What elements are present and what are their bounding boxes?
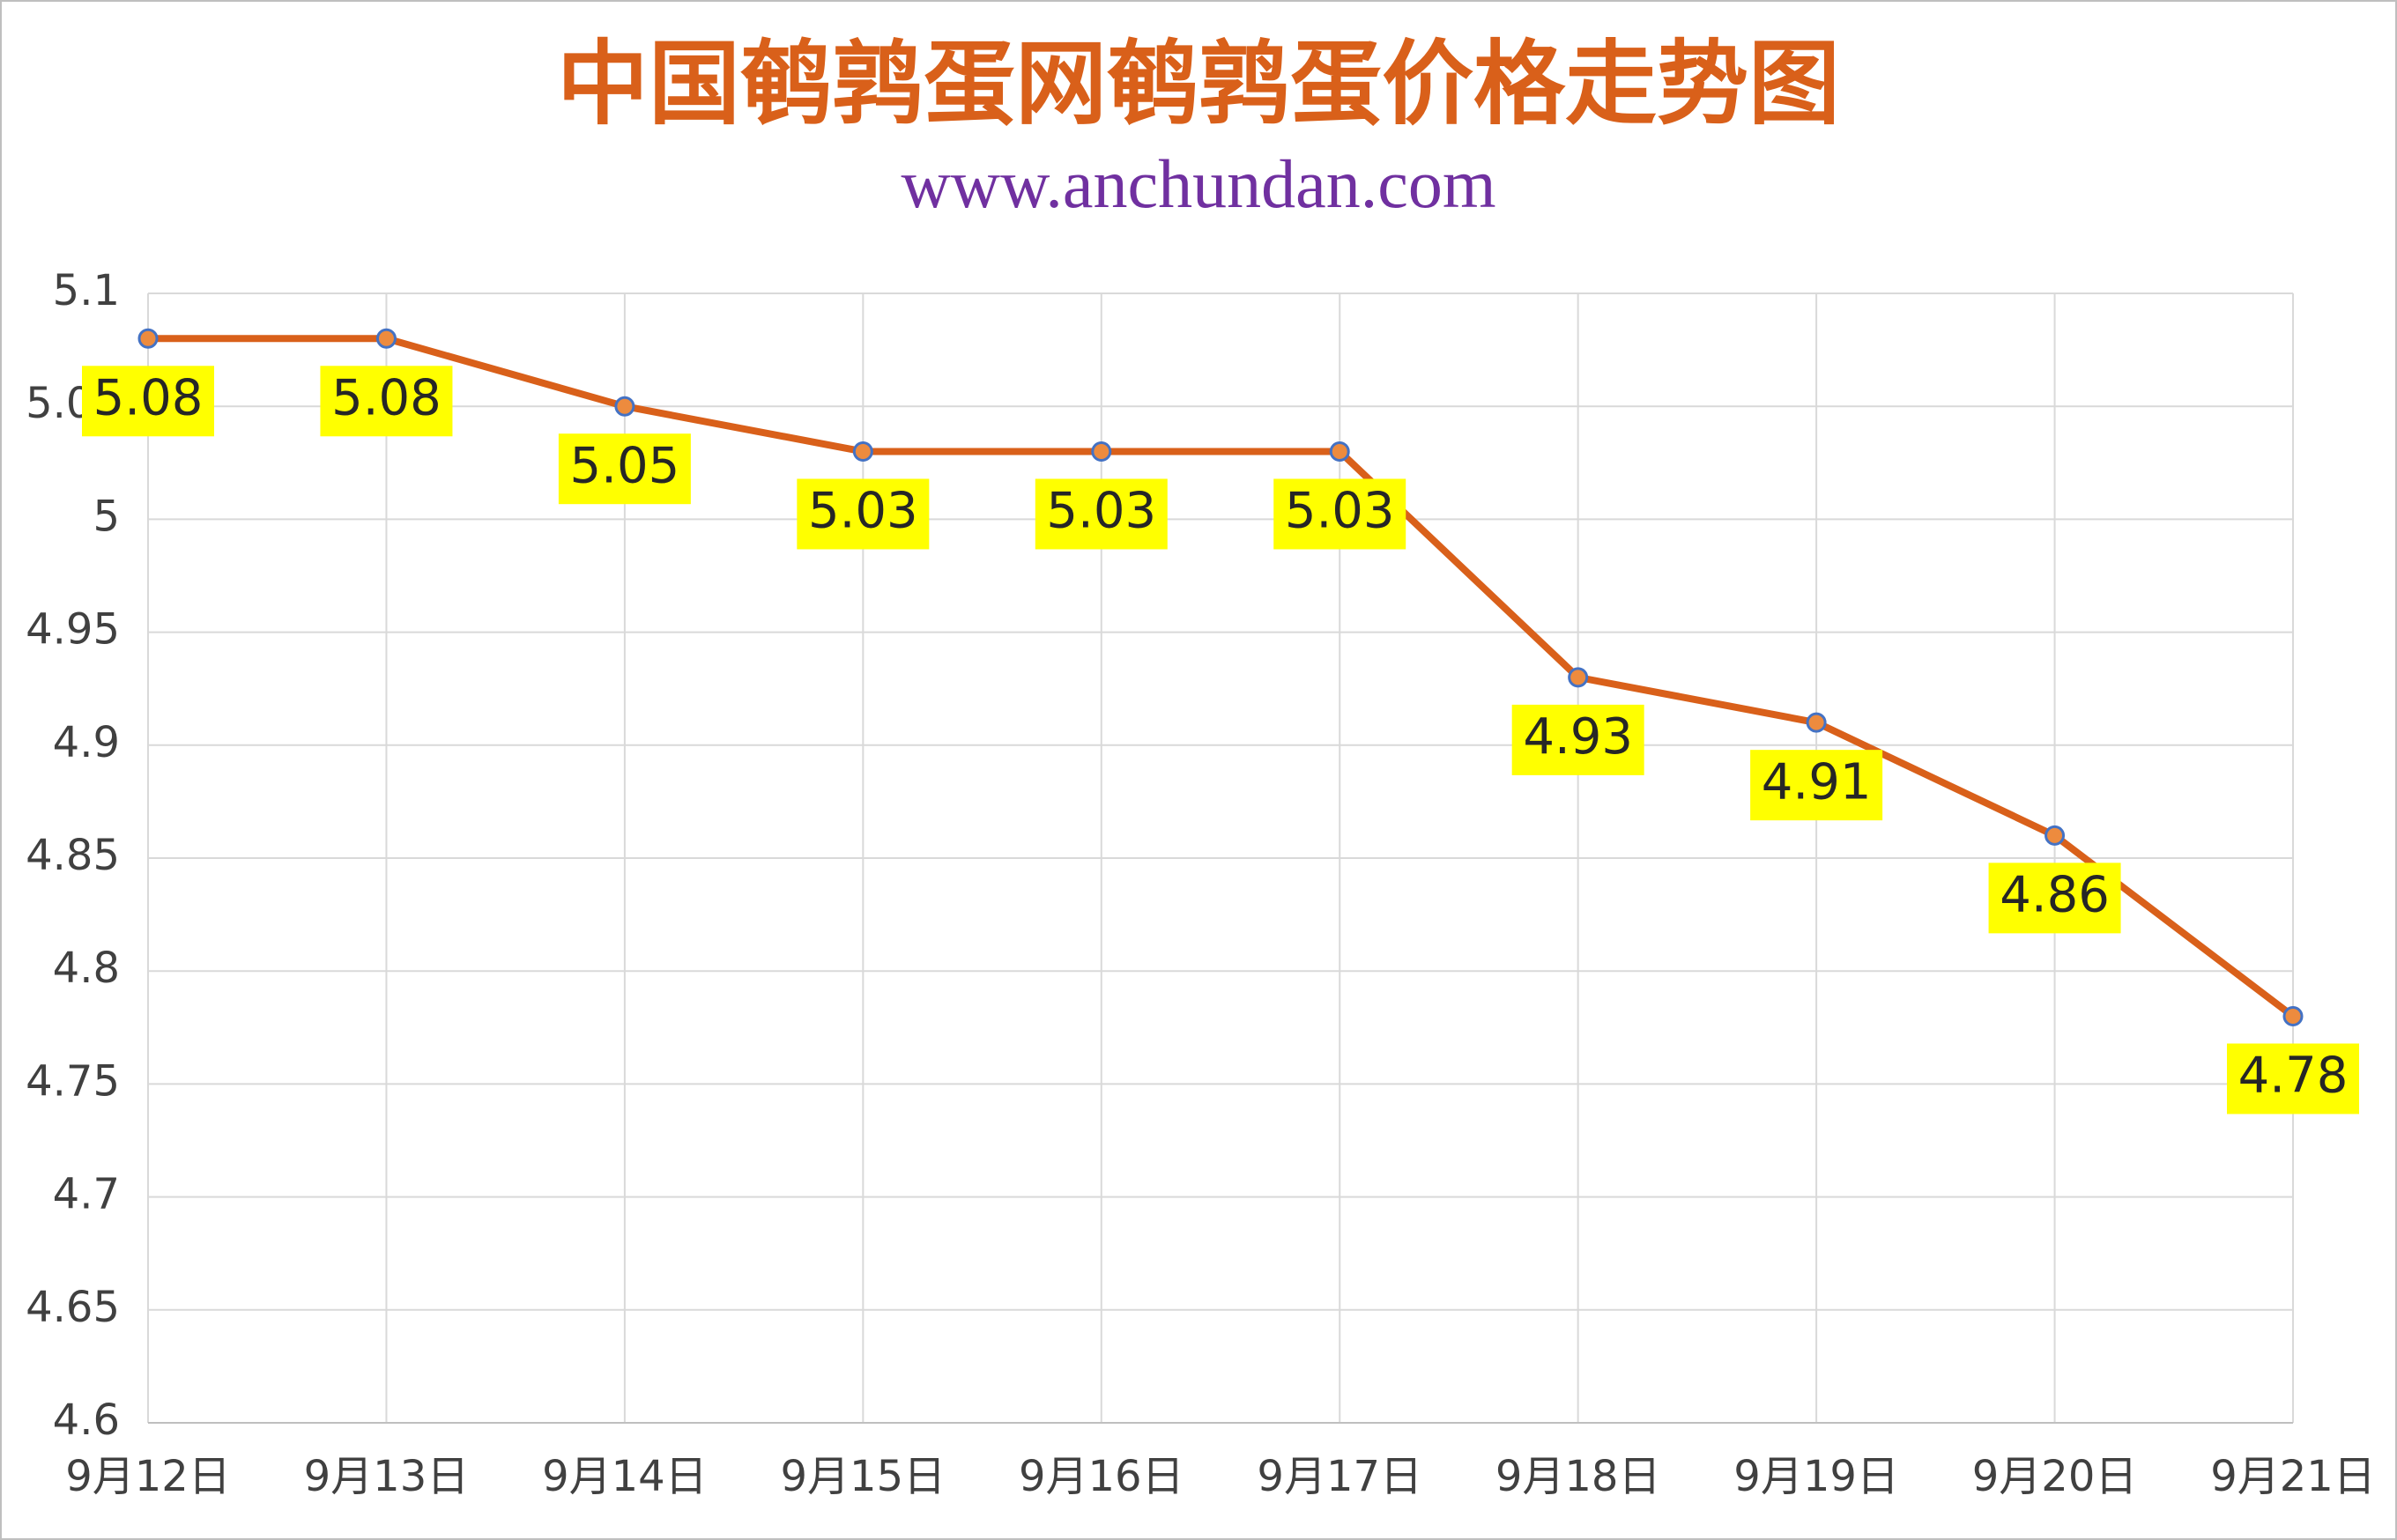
data-point bbox=[852, 441, 873, 462]
chart-title: 中国鹌鹑蛋网鹌鹑蛋价格走势图 bbox=[557, 29, 1840, 137]
data-label: 5.05 bbox=[570, 437, 680, 494]
data-label-bg bbox=[1750, 750, 1883, 821]
x-tick-label: 9月18日 bbox=[1495, 1452, 1661, 1501]
x-tick-label: 9月17日 bbox=[1257, 1452, 1422, 1501]
data-label: 5.03 bbox=[808, 483, 918, 540]
x-tick-label: 9月12日 bbox=[65, 1452, 231, 1501]
y-tick-label: 4.75 bbox=[26, 1056, 120, 1106]
data-label-bg bbox=[2227, 1043, 2359, 1114]
y-tick-label: 4.95 bbox=[26, 605, 120, 655]
data-label: 5.03 bbox=[1046, 483, 1156, 540]
data-label: 5.08 bbox=[331, 369, 442, 426]
data-point bbox=[614, 396, 635, 417]
x-tick-label: 9月19日 bbox=[1733, 1452, 1899, 1501]
y-tick-label: 4.85 bbox=[26, 831, 120, 880]
x-tick-label: 9月20日 bbox=[1972, 1452, 2138, 1501]
data-label: 5.08 bbox=[93, 369, 204, 426]
y-tick-label: 4.65 bbox=[26, 1283, 120, 1332]
data-label: 4.86 bbox=[2000, 867, 2110, 924]
series-line bbox=[148, 335, 2296, 1019]
data-point bbox=[2282, 1005, 2304, 1026]
y-tick-label: 4.9 bbox=[53, 718, 120, 767]
y-tick-label: 4.7 bbox=[53, 1170, 120, 1219]
data-label-bg bbox=[1988, 863, 2121, 934]
data-label-bg bbox=[558, 433, 691, 505]
data-label-bg bbox=[1035, 478, 1168, 550]
data-label: 4.78 bbox=[2238, 1048, 2349, 1105]
data-label-bg bbox=[320, 366, 453, 437]
x-tick-label: 9月15日 bbox=[781, 1452, 946, 1501]
data-label: 5.03 bbox=[1285, 483, 1395, 540]
y-tick-label: 4.6 bbox=[53, 1396, 120, 1445]
data-point bbox=[375, 328, 397, 349]
data-label-bg bbox=[82, 366, 214, 437]
data-point bbox=[1806, 712, 1827, 733]
data-label: 4.91 bbox=[1762, 753, 1872, 811]
data-label-bg bbox=[797, 478, 930, 550]
chart-subtitle: www.anchundan.com bbox=[901, 145, 1495, 222]
data-label-bg bbox=[1273, 478, 1406, 550]
data-point bbox=[1568, 667, 1589, 688]
data-point bbox=[1091, 441, 1112, 462]
data-point bbox=[137, 328, 159, 349]
data-point bbox=[1329, 441, 1350, 462]
data-point bbox=[2044, 825, 2066, 846]
data-label-bg bbox=[1511, 704, 1644, 775]
y-tick-label: 5.1 bbox=[53, 266, 120, 315]
x-tick-label: 9月14日 bbox=[542, 1452, 708, 1501]
y-tick-label: 4.8 bbox=[53, 944, 120, 993]
y-tick-label: 5 bbox=[93, 492, 120, 541]
x-tick-label: 9月13日 bbox=[304, 1452, 470, 1501]
x-tick-label: 9月21日 bbox=[2210, 1452, 2376, 1501]
x-tick-label: 9月16日 bbox=[1019, 1452, 1184, 1501]
data-label: 4.93 bbox=[1523, 708, 1633, 766]
